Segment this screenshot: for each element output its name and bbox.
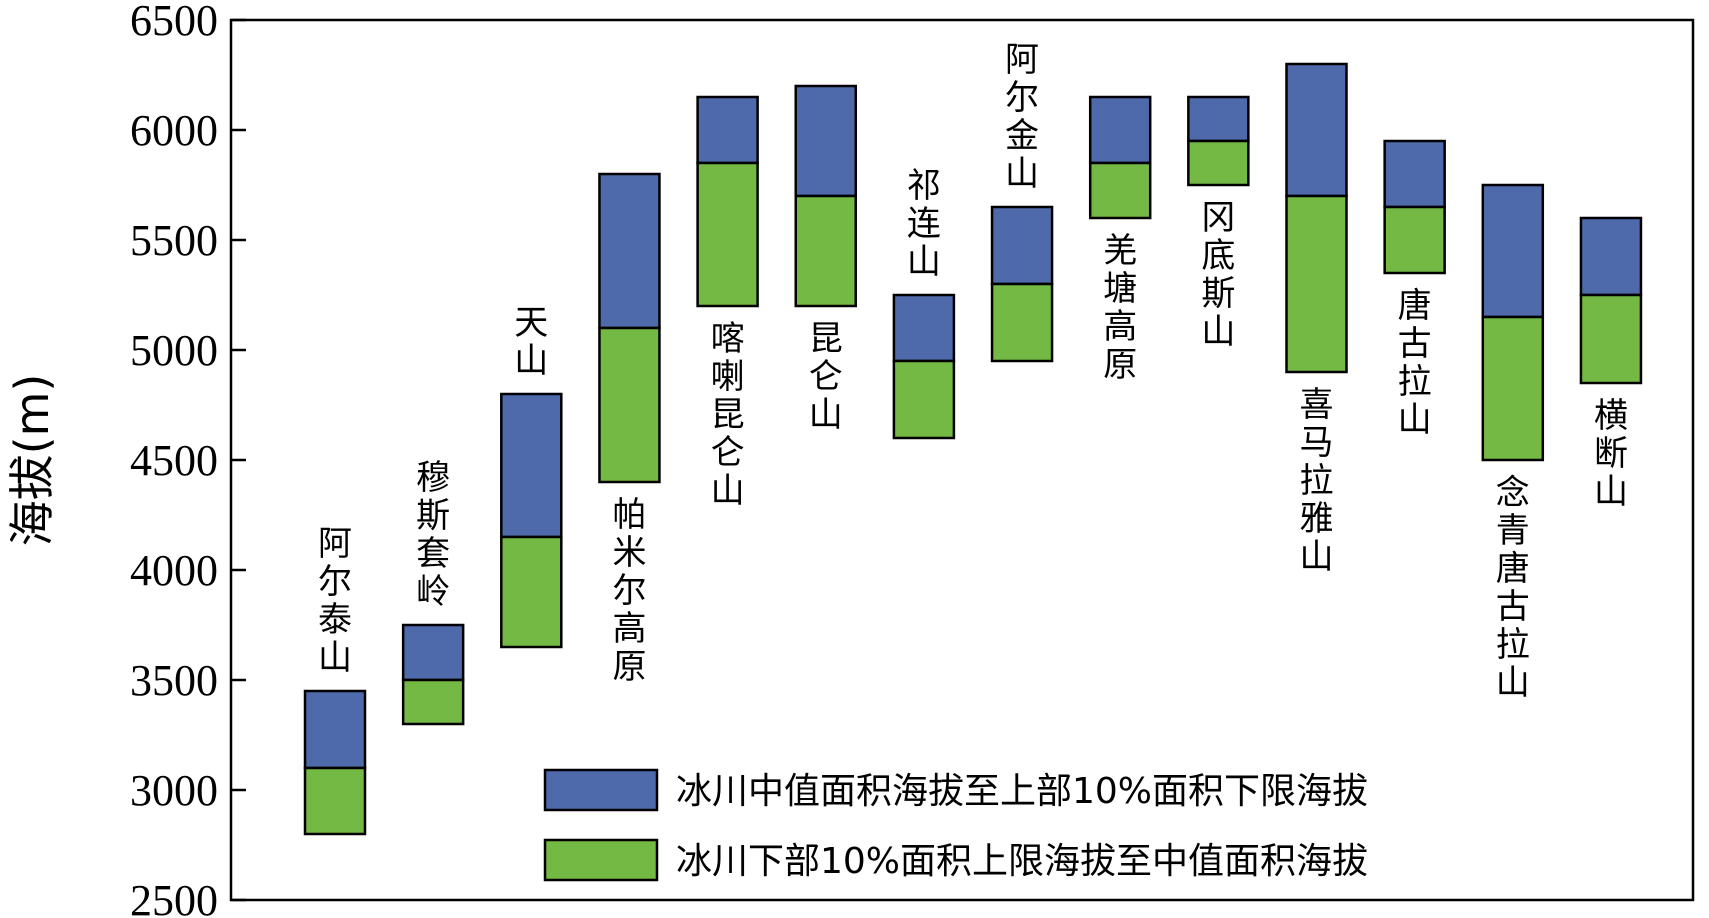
bar-upper-segment — [1579, 216, 1643, 297]
bar-lower-segment — [1481, 315, 1545, 462]
bar-upper-segment — [1481, 183, 1545, 319]
bar-upper-segment — [794, 84, 857, 198]
bar-upper-segment — [1383, 139, 1446, 209]
category-label: 祁连山 — [907, 166, 941, 282]
legend-swatch — [543, 838, 659, 882]
y-tick-label: 5000 — [130, 326, 218, 375]
bar-lower-segment — [696, 161, 759, 308]
bar-upper-segment — [1285, 62, 1348, 198]
plot-frame — [229, 18, 1695, 902]
bar-upper-segment — [598, 172, 661, 330]
bar-upper-segment — [696, 95, 759, 165]
bar-upper-segment — [303, 689, 367, 770]
y-tick-label: 6500 — [130, 0, 218, 45]
bar-lower-segment — [1285, 194, 1348, 374]
legend-swatch — [543, 768, 659, 812]
bar-lower-segment — [303, 766, 367, 836]
category-label: 阿尔泰山 — [318, 524, 352, 678]
category-label: 天山 — [514, 303, 548, 381]
y-tick-label: 4500 — [130, 436, 218, 485]
bar-lower-segment — [500, 535, 563, 649]
bar-upper-segment — [401, 623, 465, 682]
y-tick-label: 6000 — [130, 106, 218, 155]
y-tick-label: 2500 — [130, 876, 218, 918]
bar-upper-segment — [1088, 95, 1152, 165]
y-tick-label: 3500 — [130, 656, 218, 705]
bar-lower-segment — [1579, 293, 1643, 385]
category-label: 念青唐古拉山 — [1496, 473, 1530, 703]
y-tick-label: 5500 — [130, 216, 218, 265]
category-label: 帕米尔高原 — [612, 495, 646, 687]
bar-lower-segment — [990, 282, 1054, 363]
y-tick-label: 4000 — [130, 546, 218, 595]
bar-upper-segment — [990, 205, 1054, 286]
category-label: 羌塘高原 — [1103, 231, 1137, 385]
category-label: 阿尔金山 — [1005, 40, 1039, 194]
range-bars — [303, 62, 1643, 836]
bar-lower-segment — [1088, 161, 1152, 220]
legend-label: 冰川中值面积海拔至上部10%面积下限海拔 — [676, 771, 1368, 812]
bar-lower-segment — [598, 326, 661, 484]
category-label: 喀喇昆仑山 — [711, 319, 745, 511]
bar-lower-segment — [892, 359, 956, 440]
y-axis: 2500 3000 3500 4000 4500 5000 5500 6000 6500 — [130, 0, 246, 918]
bar-upper-segment — [892, 293, 956, 363]
category-label: 冈底斯山 — [1201, 198, 1235, 352]
y-tick-label: 3000 — [130, 766, 218, 815]
bar-lower-segment — [794, 194, 857, 308]
bar-upper-segment — [500, 392, 563, 539]
category-label: 横断山 — [1594, 396, 1628, 512]
category-label: 穆斯套岭 — [416, 458, 450, 612]
bar-lower-segment — [1187, 139, 1250, 187]
category-label: 喜马拉雅山 — [1300, 385, 1334, 577]
bar-lower-segment — [401, 678, 465, 726]
category-label: 昆仑山 — [809, 319, 843, 435]
category-label: 唐古拉山 — [1398, 286, 1432, 440]
legend-label: 冰川下部10%面积上限海拔至中值面积海拔 — [676, 841, 1368, 882]
y-axis-label: 海拔(m) — [5, 374, 59, 547]
bar-upper-segment — [1187, 95, 1250, 143]
bar-lower-segment — [1383, 205, 1446, 275]
